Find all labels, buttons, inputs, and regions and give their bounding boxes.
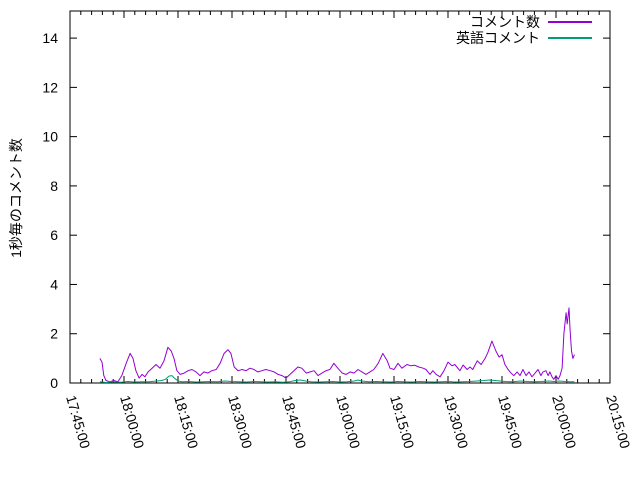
plot-border (69, 10, 611, 384)
x-tick-label: 19:30:00 (441, 393, 471, 450)
y-tick-label: 2 (50, 326, 58, 342)
y-axis-ticks (70, 37, 610, 384)
legend-row-comments: コメント数 (456, 13, 592, 30)
legend-label-comments: コメント数 (470, 13, 540, 30)
x-tick-label: 19:00:00 (333, 393, 363, 450)
legend-line-swatch-comments (548, 20, 592, 23)
legend: コメント数 英語コメント (456, 13, 592, 46)
x-tick-label: 20:15:00 (603, 393, 633, 450)
x-axis-tick-labels: 17:45:00 18:00:00 18:15:00 18:30:00 18:45:00… (63, 393, 633, 450)
x-tick-label: 18:00:00 (117, 393, 147, 450)
x-tick-label: 18:30:00 (225, 393, 255, 450)
x-tick-label: 20:00:00 (549, 393, 579, 450)
y-tick-label: 8 (50, 178, 58, 194)
y-tick-label: 6 (50, 227, 58, 243)
y-tick-label: 4 (50, 276, 58, 292)
x-tick-label: 18:45:00 (279, 393, 309, 450)
y-axis-tick-labels: 0 2 4 6 8 10 12 14 (42, 30, 58, 391)
x-tick-label: 19:15:00 (387, 393, 417, 450)
series-line-comments (99, 307, 575, 383)
y-tick-label: 0 (50, 375, 58, 391)
y-tick-label: 10 (42, 129, 58, 145)
x-tick-label: 18:15:00 (171, 393, 201, 450)
legend-label-english-comments: 英語コメント (456, 29, 540, 46)
y-tick-label: 12 (42, 79, 58, 95)
y-axis-label: 1秒毎のコメント数 (8, 138, 24, 258)
x-tick-label: 17:45:00 (63, 393, 93, 450)
legend-row-english-comments: 英語コメント (456, 29, 592, 46)
x-axis-ticks (69, 11, 611, 383)
x-tick-label: 19:45:00 (495, 393, 525, 450)
legend-line-swatch-english-comments (548, 36, 592, 39)
y-tick-label: 14 (42, 30, 58, 46)
series-line-english-comments (99, 375, 575, 383)
